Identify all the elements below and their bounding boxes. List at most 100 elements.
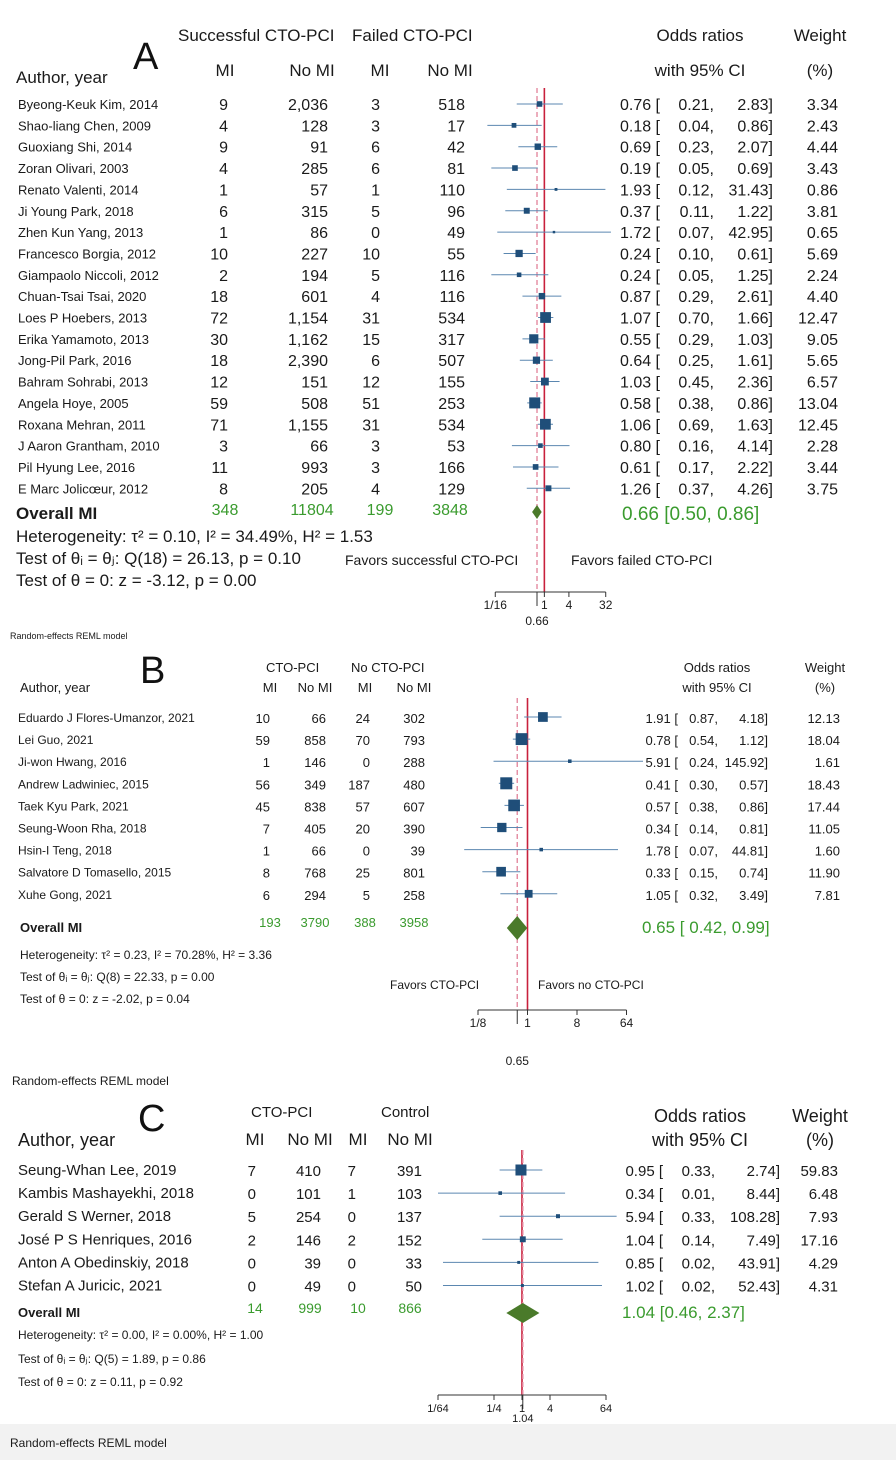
study-mi-1: 6 <box>219 204 228 221</box>
study-ci-lower: 0.29, <box>678 289 714 306</box>
study-mi-2: 0 <box>363 844 370 859</box>
study-row: Xuhe Gong, 2021 6 294 5 258 1.05 [0.32, 3.49] 7… <box>18 888 840 903</box>
or-column-header: Odds ratios <box>653 1106 747 1126</box>
study-row: Chuan-Tsai Tsai, 2020 18 601 4 116 0.87 [0.29… <box>18 289 838 306</box>
study-nomi-2: 50 <box>405 1279 422 1296</box>
study-mi-2: 0 <box>363 755 370 770</box>
study-nomi-2: 137 <box>397 1209 422 1226</box>
study-or: 1.04 [ <box>625 1232 663 1249</box>
study-mi-1: 5 <box>248 1209 256 1226</box>
overall-label: Overall MI <box>16 504 98 523</box>
study-or: 0.80 [ <box>620 439 661 456</box>
study-author: Pil Hyung Lee, 2016 <box>18 460 135 475</box>
study-or: 1.78 [ <box>645 844 678 859</box>
study-ci-lower: 0.01, <box>682 1186 715 1203</box>
study-ci-upper: 0.57] <box>739 777 768 792</box>
study-point-box <box>515 1164 527 1176</box>
study-ci-lower: 0.07, <box>678 225 714 242</box>
x-axis-tick-label: 1/64 <box>427 1403 448 1415</box>
study-author: Salvatore D Tomasello, 2015 <box>18 866 172 880</box>
study-point-box <box>523 207 530 214</box>
study-nomi-1: 349 <box>304 777 326 792</box>
study-mi-2: 3 <box>371 118 380 135</box>
study-or: 5.91 [ <box>645 755 678 770</box>
study-weight: 4.40 <box>807 289 838 306</box>
mi-column-header: MI <box>215 61 235 80</box>
study-point-box <box>540 312 551 323</box>
study-row: Loes P Hoebers, 2013 72 1,154 31 534 1.07 [0.… <box>18 311 838 328</box>
study-ci-lower: 0.70, <box>678 311 714 328</box>
study-nomi-2: 17 <box>447 118 465 135</box>
study-or: 1.26 [ <box>620 481 661 498</box>
nomi-column-header: No MI <box>427 61 473 80</box>
pooled-diamond <box>532 505 542 519</box>
or-column-header: Odds ratios <box>683 660 751 675</box>
study-point-box <box>529 397 541 409</box>
study-point-box <box>538 292 546 300</box>
study-weight: 4.31 <box>809 1279 838 1296</box>
study-row: Shao-liang Chen, 2009 4 128 3 17 0.18 [0.04, 0… <box>18 118 838 135</box>
study-row: Hsin-I Teng, 2018 1 66 0 39 1.78 [0.07, 44.81]… <box>18 844 840 859</box>
model-note: Random-effects REML model <box>10 631 128 641</box>
study-mi-1: 9 <box>219 97 228 114</box>
x-axis-tick-label: 8 <box>574 1016 581 1030</box>
study-nomi-1: 146 <box>304 755 326 770</box>
study-author: Zhen Kun Yang, 2013 <box>18 225 143 240</box>
study-ci-lower: 0.33, <box>682 1209 715 1226</box>
study-author: Kambis Mashayekhi, 2018 <box>18 1185 194 1202</box>
study-row: Zoran Olivari, 2003 4 285 6 81 0.19 [0.05, 0.6… <box>18 161 838 178</box>
study-author: Hsin-I Teng, 2018 <box>18 844 112 858</box>
study-or: 1.07 [ <box>620 311 661 328</box>
mi-column-header: MI <box>357 680 373 695</box>
study-row: Salvatore D Tomasello, 2015 8 768 25 801 0.33… <box>18 866 840 881</box>
study-row: Ji-won Hwang, 2016 1 146 0 288 5.91 [0.24, 145… <box>18 755 840 770</box>
study-or: 0.34 [ <box>625 1186 663 1203</box>
study-nomi-1: 1,154 <box>288 311 328 328</box>
study-mi-1: 7 <box>263 822 270 837</box>
study-nomi-2: 81 <box>447 161 465 178</box>
study-author: Giampaolo Niccoli, 2012 <box>18 268 159 283</box>
homogeneity-test: Test of θᵢ = θⱼ: Q(8) = 22.33, p = 0.00 <box>20 970 215 984</box>
study-mi-2: 31 <box>362 417 380 434</box>
study-nomi-2: 258 <box>403 888 425 903</box>
or-column-subheader: with 95% CI <box>654 61 746 80</box>
overall-mi-1: 193 <box>259 915 281 930</box>
study-nomi-2: 390 <box>403 822 425 837</box>
favors-right-label: Favors failed CTO-PCI <box>571 552 713 568</box>
study-nomi-2: 302 <box>403 711 425 726</box>
overall-nomi-2: 3958 <box>399 915 429 930</box>
study-nomi-2: 103 <box>397 1186 422 1203</box>
study-author: Loes P Hoebers, 2013 <box>18 311 147 326</box>
study-or: 0.64 [ <box>620 353 661 370</box>
study-nomi-1: 194 <box>301 268 328 285</box>
nomi-column-header: No MI <box>297 680 333 695</box>
effect-test: Test of θ = 0: z = -3.12, p = 0.00 <box>16 571 257 590</box>
x-axis-tick-label: 4 <box>547 1403 553 1415</box>
study-weight: 2.28 <box>807 439 838 456</box>
study-mi-1: 71 <box>210 417 228 434</box>
study-row: Anton A Obedinskiy, 2018 0 39 0 33 0.85 [0.02… <box>18 1254 838 1272</box>
study-mi-1: 18 <box>210 289 228 306</box>
study-point-box <box>568 759 572 763</box>
study-ci-lower: 0.14, <box>689 822 718 837</box>
study-weight: 5.69 <box>807 246 838 263</box>
study-weight: 4.44 <box>807 140 838 157</box>
study-ci-lower: 0.30, <box>689 777 718 792</box>
study-mi-1: 9 <box>219 140 228 157</box>
study-ci-upper: 4.18] <box>739 711 768 726</box>
study-row: Francesco Borgia, 2012 10 227 10 55 0.24 [0.1… <box>18 246 838 263</box>
study-mi-1: 59 <box>210 396 228 413</box>
study-mi-2: 4 <box>371 289 380 306</box>
study-ci-lower: 0.05, <box>678 161 714 178</box>
study-point-box <box>512 165 518 171</box>
study-mi-1: 4 <box>219 161 228 178</box>
weight-column-header: Weight <box>793 26 847 45</box>
study-nomi-2: 253 <box>438 396 465 413</box>
study-author: Angela Hoye, 2005 <box>18 396 129 411</box>
study-row: Stefan A Juricic, 2021 0 49 0 50 1.02 [0.02, 5… <box>18 1278 838 1296</box>
study-point-box <box>532 464 539 470</box>
x-axis-tick-label: 1/4 <box>486 1403 501 1415</box>
study-mi-2: 5 <box>371 268 380 285</box>
study-weight: 7.93 <box>809 1209 838 1226</box>
